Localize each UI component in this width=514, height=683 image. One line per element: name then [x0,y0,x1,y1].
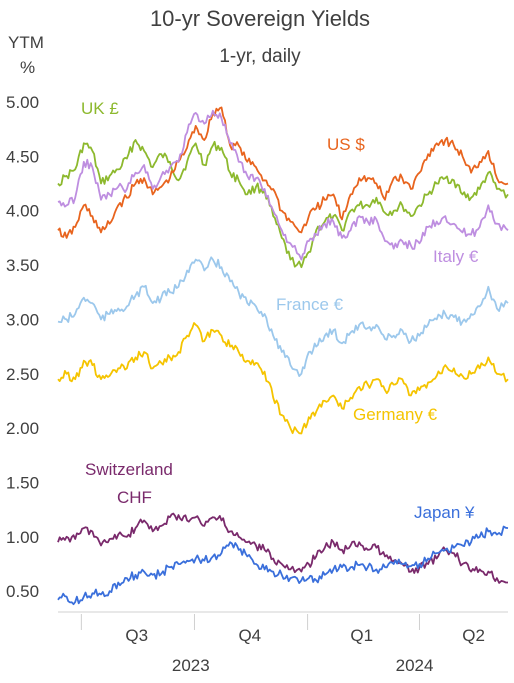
y-tick-label: 0.50 [6,582,39,601]
y-axis-ticks: 5.00 4.50 4.00 3.50 3.00 2.50 2.00 1.50 1.00 0.50 [6,93,39,601]
y-tick-label: 3.50 [6,256,39,275]
x-year-label: 2024 [396,656,434,675]
series-label: UK £ [81,99,119,118]
x-axis: Q3 Q4 Q1 Q2 2023 2024 [58,611,508,675]
series-label: Germany € [353,405,438,424]
x-tick-label: Q4 [238,626,261,645]
series-label: CHF [117,488,152,507]
chart-title: 10-yr Sovereign Yields [150,6,370,31]
y-tick-label: 2.50 [6,365,39,384]
series-label: Italy € [433,247,479,266]
x-tick-label: Q1 [350,626,373,645]
series-line [57,109,509,261]
y-tick-label: 4.50 [6,147,39,166]
y-tick-label: 2.00 [6,419,39,438]
x-year-label: 2023 [172,656,210,675]
series-label: Switzerland [85,460,173,479]
y-tick-label: 5.00 [6,93,39,112]
series-label: Japan ¥ [414,503,475,522]
y-axis-label-ytm: YTM [8,33,44,52]
series-line [57,139,509,269]
x-tick-label: Q2 [462,626,485,645]
x-tick-label: Q3 [125,626,148,645]
y-tick-label: 1.00 [6,528,39,547]
series-line [57,322,509,435]
series-label: France € [276,295,344,314]
y-axis-label-percent: % [20,58,35,77]
series-line [57,256,509,377]
y-tick-label: 1.50 [6,473,39,492]
series-line [57,525,509,606]
series-lines [57,106,509,606]
series-label: US $ [327,135,365,154]
series-labels: UK £ US $ Italy € France € Germany € Switzerl… [81,99,479,522]
series-line [57,106,509,239]
y-tick-label: 4.00 [6,202,39,221]
y-tick-label: 3.00 [6,310,39,329]
series-line [57,512,508,584]
chart-subtitle: 1-yr, daily [219,46,301,67]
